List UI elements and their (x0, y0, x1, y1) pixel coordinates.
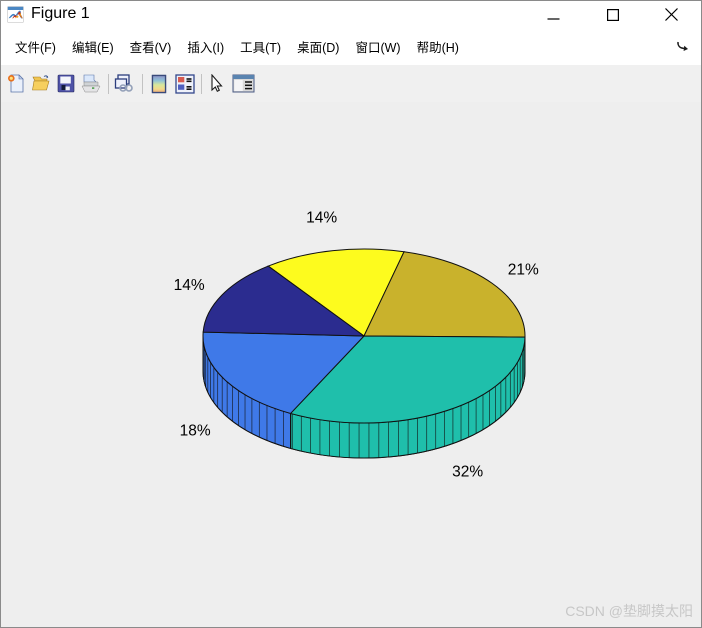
svg-text:14%: 14% (174, 277, 205, 294)
svg-text:14%: 14% (306, 210, 337, 227)
svg-text:32%: 32% (452, 464, 483, 481)
svg-text:18%: 18% (180, 422, 211, 439)
svg-text:21%: 21% (508, 261, 539, 278)
